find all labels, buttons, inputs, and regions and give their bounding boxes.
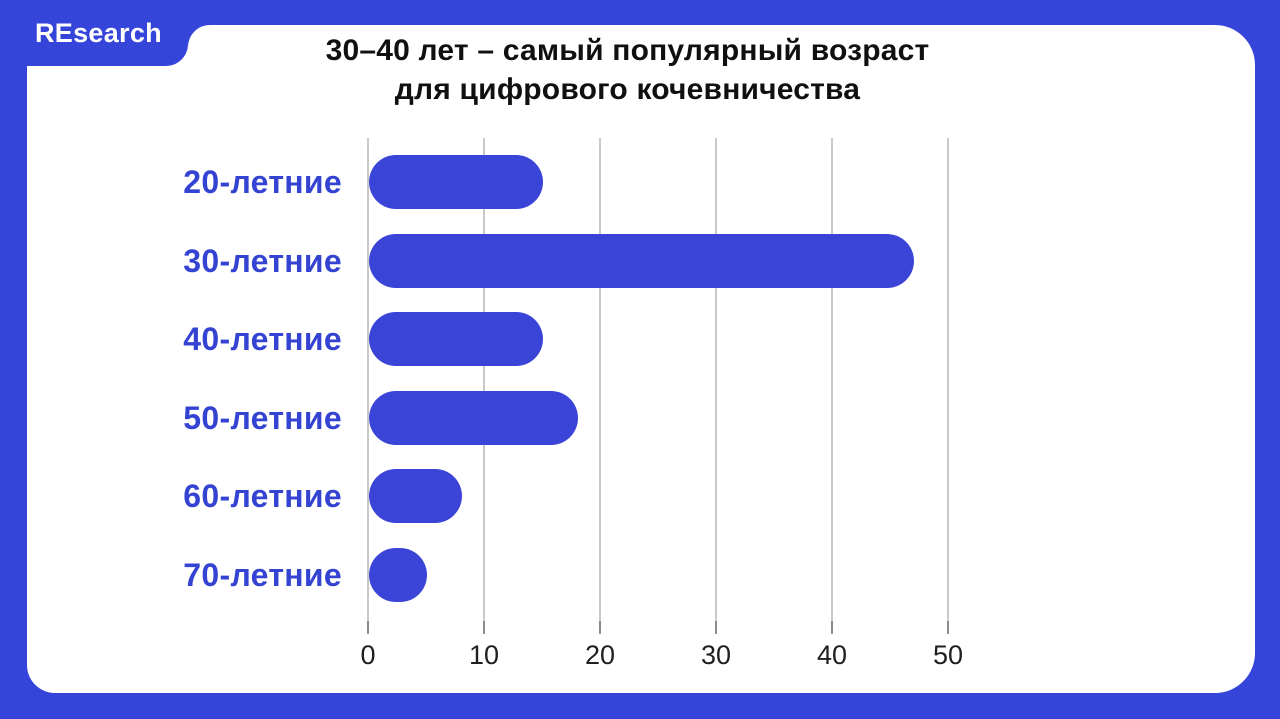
bar xyxy=(369,312,543,367)
axis-tick-label: 0 xyxy=(360,640,376,670)
chart-title-line2: для цифрового кочевничества xyxy=(394,73,861,106)
gridline xyxy=(715,138,717,621)
axis-tick-label: 40 xyxy=(816,640,848,670)
axis-tick xyxy=(483,621,485,634)
axis-tick-label: 10 xyxy=(468,640,500,670)
brand-logo-text: REsearch xyxy=(35,17,162,48)
gridline xyxy=(599,138,601,621)
category-label: 50-летние xyxy=(183,399,342,436)
axis-tick-label: 30 xyxy=(700,640,732,670)
axis-tick xyxy=(831,621,833,634)
brand-badge: REsearch xyxy=(0,0,188,66)
category-label: 70-летние xyxy=(183,557,342,593)
axis-tick xyxy=(367,621,369,634)
axis-tick-label: 50 xyxy=(932,640,964,670)
gridline xyxy=(947,138,949,621)
bar xyxy=(369,155,543,209)
axis-tick xyxy=(715,621,717,634)
bar xyxy=(369,390,578,445)
axis-tick xyxy=(599,621,601,634)
gridline xyxy=(831,138,833,621)
bar xyxy=(369,469,462,524)
category-label: 60-летние xyxy=(183,478,342,515)
axis-tick xyxy=(947,621,949,634)
bar xyxy=(369,233,915,288)
category-label: 30-летние xyxy=(183,242,342,279)
chart-title: 30–40 лет – самый популярный возраст для… xyxy=(120,31,1135,109)
gridline xyxy=(483,138,485,621)
content-panel xyxy=(27,25,1255,693)
badge-corner-curve xyxy=(188,25,210,47)
gridline xyxy=(367,138,369,621)
category-label: 20-летние xyxy=(183,164,342,200)
bar xyxy=(369,548,427,602)
chart-title-line1: 30–40 лет – самый популярный возраст xyxy=(325,34,930,67)
category-label: 40-летние xyxy=(183,321,342,358)
axis-tick-label: 20 xyxy=(584,640,616,670)
